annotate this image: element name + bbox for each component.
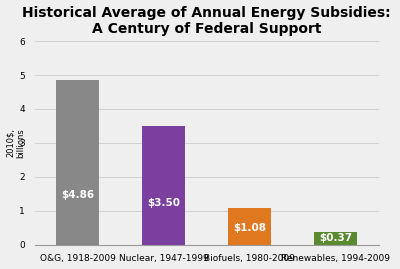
Text: $1.08: $1.08 [233, 223, 266, 233]
Y-axis label: 2010$,
billions: 2010$, billions [6, 128, 25, 158]
Bar [142, 126, 185, 245]
Text: $4.86: $4.86 [61, 190, 94, 200]
Text: $3.50: $3.50 [147, 198, 180, 208]
Bar [314, 232, 357, 245]
Text: $0.37: $0.37 [319, 233, 352, 243]
Title: Historical Average of Annual Energy Subsidies:
A Century of Federal Support: Historical Average of Annual Energy Subs… [22, 6, 391, 36]
Bar [228, 208, 271, 245]
Bar [56, 80, 99, 245]
